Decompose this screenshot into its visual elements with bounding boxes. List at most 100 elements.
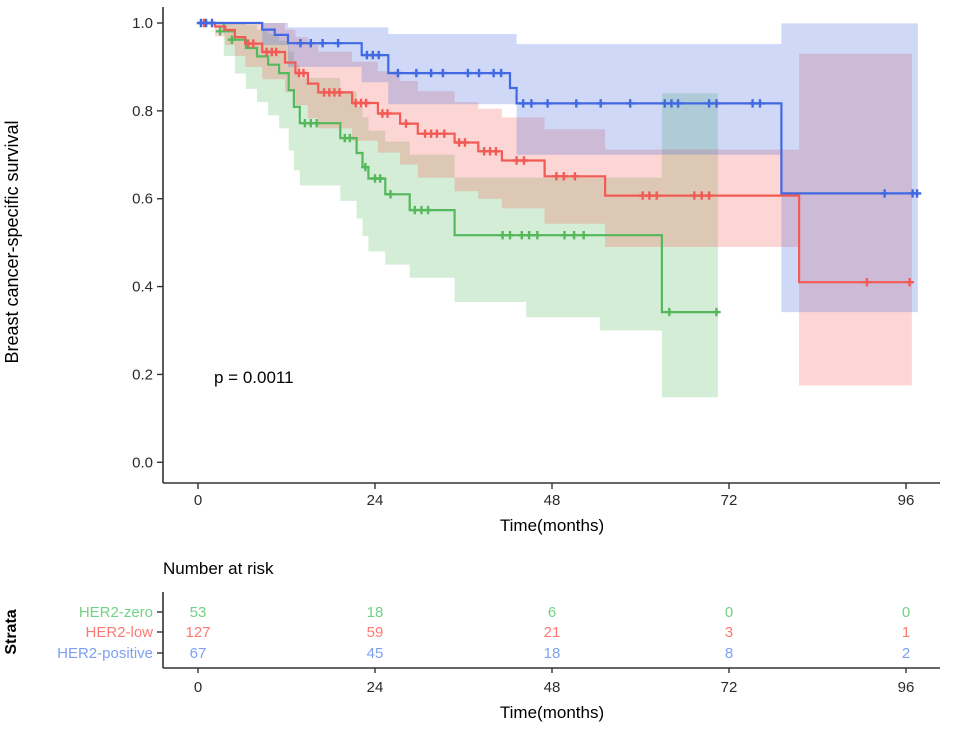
censor-mark xyxy=(426,68,436,78)
censor-mark xyxy=(665,307,674,317)
censor-mark xyxy=(519,99,528,108)
censor-mark xyxy=(517,231,526,240)
risk-count: 3 xyxy=(725,624,733,641)
censor-mark xyxy=(552,172,561,181)
censor-mark xyxy=(306,39,315,48)
censor-mark xyxy=(423,205,433,215)
censor-mark xyxy=(524,231,534,240)
censor-mark xyxy=(652,191,661,200)
p-value-annotation: p = 0.0011 xyxy=(214,368,294,387)
risk-count: 59 xyxy=(367,624,384,641)
censor-mark xyxy=(318,39,327,48)
censor-mark xyxy=(474,68,484,78)
y-tick-label: 0.4 xyxy=(132,279,153,296)
censor-mark xyxy=(498,231,507,240)
censor-mark xyxy=(312,119,321,128)
y-tick-label: 0.0 xyxy=(132,454,153,471)
risk-x-tick-label: 96 xyxy=(898,679,915,696)
censor-mark xyxy=(645,191,654,200)
censor-mark xyxy=(596,99,605,108)
risk-x-tick-label: 0 xyxy=(194,679,202,696)
risk-count: 18 xyxy=(544,645,561,662)
risk-count: 1 xyxy=(902,624,910,641)
censor-mark xyxy=(386,190,395,199)
censor-mark xyxy=(440,129,449,138)
censor-mark xyxy=(569,231,579,240)
censor-mark xyxy=(712,99,721,108)
x-tick-label: 24 xyxy=(367,492,384,509)
risk-count: 53 xyxy=(190,604,207,621)
plot-axes xyxy=(157,7,940,489)
censor-mark xyxy=(374,50,383,60)
censor-mark xyxy=(905,278,914,287)
x-tick-label: 96 xyxy=(898,492,915,509)
censor-mark xyxy=(215,27,225,36)
censor-mark xyxy=(227,35,237,44)
censor-marks-HER2-zero xyxy=(215,27,721,317)
censor-mark xyxy=(361,98,371,108)
censor-mark xyxy=(333,39,343,48)
risk-count: 0 xyxy=(725,604,733,621)
ci-band-HER2-positive xyxy=(198,23,918,313)
censor-mark xyxy=(496,68,506,78)
censor-mark xyxy=(412,68,421,78)
censor-mark xyxy=(533,231,542,240)
censor-mark xyxy=(463,68,473,78)
censor-mark xyxy=(296,39,305,48)
censor-mark xyxy=(560,231,569,240)
censor-marks-HER2-positive xyxy=(196,18,922,198)
censor-mark xyxy=(249,39,258,48)
censor-mark xyxy=(673,99,683,108)
censor-mark xyxy=(393,68,403,78)
censor-mark xyxy=(335,88,344,97)
risk-row-label-HER2-zero: HER2-zero xyxy=(79,604,153,621)
censor-mark xyxy=(383,109,392,118)
censor-mark xyxy=(460,138,470,147)
censor-mark xyxy=(345,133,355,143)
censor-mark xyxy=(299,68,308,78)
censor-mark xyxy=(704,191,714,200)
censor-mark xyxy=(697,191,706,200)
risk-row-label-HER2-low: HER2-low xyxy=(85,624,153,641)
censor-mark xyxy=(755,99,765,108)
confidence-bands xyxy=(198,23,918,398)
censor-mark xyxy=(272,47,281,57)
censor-mark xyxy=(704,99,714,108)
censor-marks xyxy=(196,18,922,317)
censor-mark xyxy=(361,162,370,172)
censor-mark xyxy=(880,189,889,198)
censor-mark xyxy=(519,156,529,165)
censor-mark xyxy=(505,231,515,240)
risk-x-tick-label: 48 xyxy=(544,679,561,696)
survival-curve-HER2-zero xyxy=(198,21,718,314)
risk-count: 2 xyxy=(902,645,910,662)
censor-mark xyxy=(432,129,442,138)
risk-count: 6 xyxy=(548,604,556,621)
censor-mark xyxy=(559,172,568,181)
censor-mark xyxy=(579,231,588,240)
censor-mark xyxy=(512,156,521,165)
censor-mark xyxy=(527,99,536,108)
censor-mark xyxy=(690,191,699,200)
y-axis-title: Breast cancer-specific survival xyxy=(2,120,22,363)
censor-marks-HER2-low xyxy=(199,18,914,287)
risk-table-title: Number at risk xyxy=(163,559,274,578)
risk-x-tick-label: 24 xyxy=(367,679,384,696)
censor-mark xyxy=(748,99,757,108)
x-tick-label: 0 xyxy=(194,492,202,509)
y-tick-label: 1.0 xyxy=(132,15,153,32)
y-tick-label: 0.2 xyxy=(132,366,153,383)
risk-table: HER2-zero 53 18 6 0 0 HER2-low 127 59 21 3 1 HER2-po… xyxy=(57,592,940,696)
risk-row-label-HER2-positive: HER2-positive xyxy=(57,645,153,662)
ci-band-HER2-low xyxy=(198,23,912,386)
censor-mark xyxy=(572,99,581,108)
risk-count: 18 xyxy=(367,604,384,621)
risk-count: 21 xyxy=(544,624,561,641)
censor-mark xyxy=(912,189,922,198)
censor-mark xyxy=(712,307,721,317)
risk-x-axis-title: Time(months) xyxy=(500,703,604,722)
axis-tick-labels: 1.0 0.8 0.6 0.4 0.2 0.0 0 24 48 72 96 xyxy=(132,15,914,509)
censor-mark xyxy=(489,68,498,78)
